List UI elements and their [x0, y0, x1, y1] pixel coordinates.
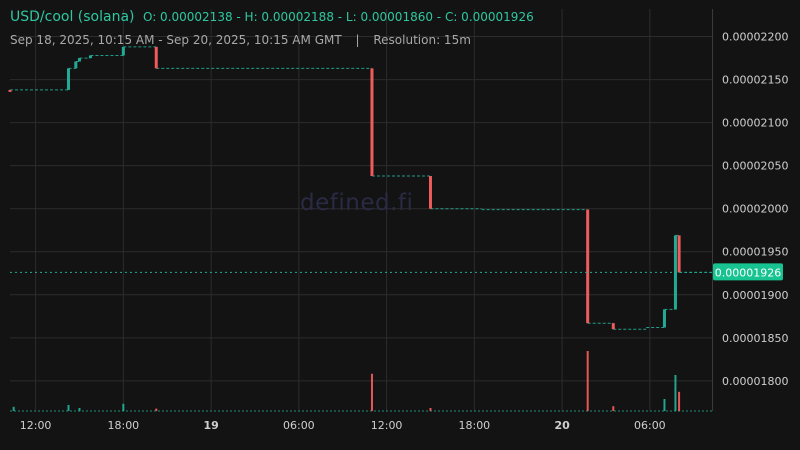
volume-bar [586, 351, 589, 411]
volume-bar [78, 408, 81, 411]
volume-bar [67, 405, 70, 411]
chart-subheader: Sep 18, 2025, 10:15 AM - Sep 20, 2025, 1… [10, 33, 471, 47]
candle [77, 58, 81, 62]
candle [121, 46, 125, 56]
chart-header: USD/cool (solana) O: 0.00002138 - H: 0.0… [10, 9, 534, 25]
y-tick-label: 0.00001850 [722, 332, 788, 345]
x-tick-label: 19 [203, 419, 218, 432]
x-tick-label: 12:00 [371, 419, 403, 432]
x-tick-label: 20 [554, 419, 570, 432]
x-tick-label: 18:00 [458, 419, 490, 432]
volume-bar [155, 408, 158, 411]
date-range: Sep 18, 2025, 10:15 AM - Sep 20, 2025, 1… [10, 33, 342, 47]
volume-bar [12, 406, 15, 411]
volume-bar [663, 399, 666, 411]
candle [586, 209, 590, 324]
y-tick-label: 0.00001800 [722, 375, 788, 388]
candle [67, 68, 70, 90]
y-tick-label: 0.00002150 [722, 74, 788, 87]
header-separator: | [355, 33, 360, 47]
candle [428, 175, 432, 209]
y-tick-label: 0.00002050 [722, 160, 788, 173]
x-tick-label: 18:00 [107, 419, 139, 432]
y-tick-label: 0.00001950 [722, 246, 788, 259]
volume-bar [678, 391, 681, 411]
y-tick-label: 0.00002000 [722, 203, 788, 216]
x-tick-label: 06:00 [634, 419, 666, 432]
candle [662, 309, 666, 328]
pair-title: USD/cool (solana) [10, 9, 135, 25]
resolution-label: Resolution: 15m [373, 33, 471, 47]
last-price-label: 0.00001926 [715, 266, 781, 279]
volume-bar [612, 406, 615, 411]
candle [677, 235, 681, 273]
volume-bar [370, 373, 373, 411]
x-tick-label: 06:00 [283, 419, 315, 432]
candle [370, 68, 374, 176]
candle [611, 323, 615, 330]
volume-bar [429, 408, 432, 411]
y-tick-label: 0.00001900 [722, 289, 788, 302]
y-tick-label: 0.00002100 [722, 117, 788, 130]
x-tick-label: 12:00 [20, 419, 52, 432]
watermark: defined.fi [300, 190, 414, 216]
candle [88, 55, 92, 59]
volume-bar [122, 403, 125, 411]
y-tick-label: 0.00002200 [722, 31, 788, 44]
candle [154, 46, 158, 69]
ohlc-readout: O: 0.00002138 - H: 0.00002188 - L: 0.000… [142, 10, 534, 24]
volume-bar [674, 375, 677, 411]
last-price-badge [713, 263, 783, 281]
candle [74, 61, 78, 69]
candle [8, 89, 12, 92]
